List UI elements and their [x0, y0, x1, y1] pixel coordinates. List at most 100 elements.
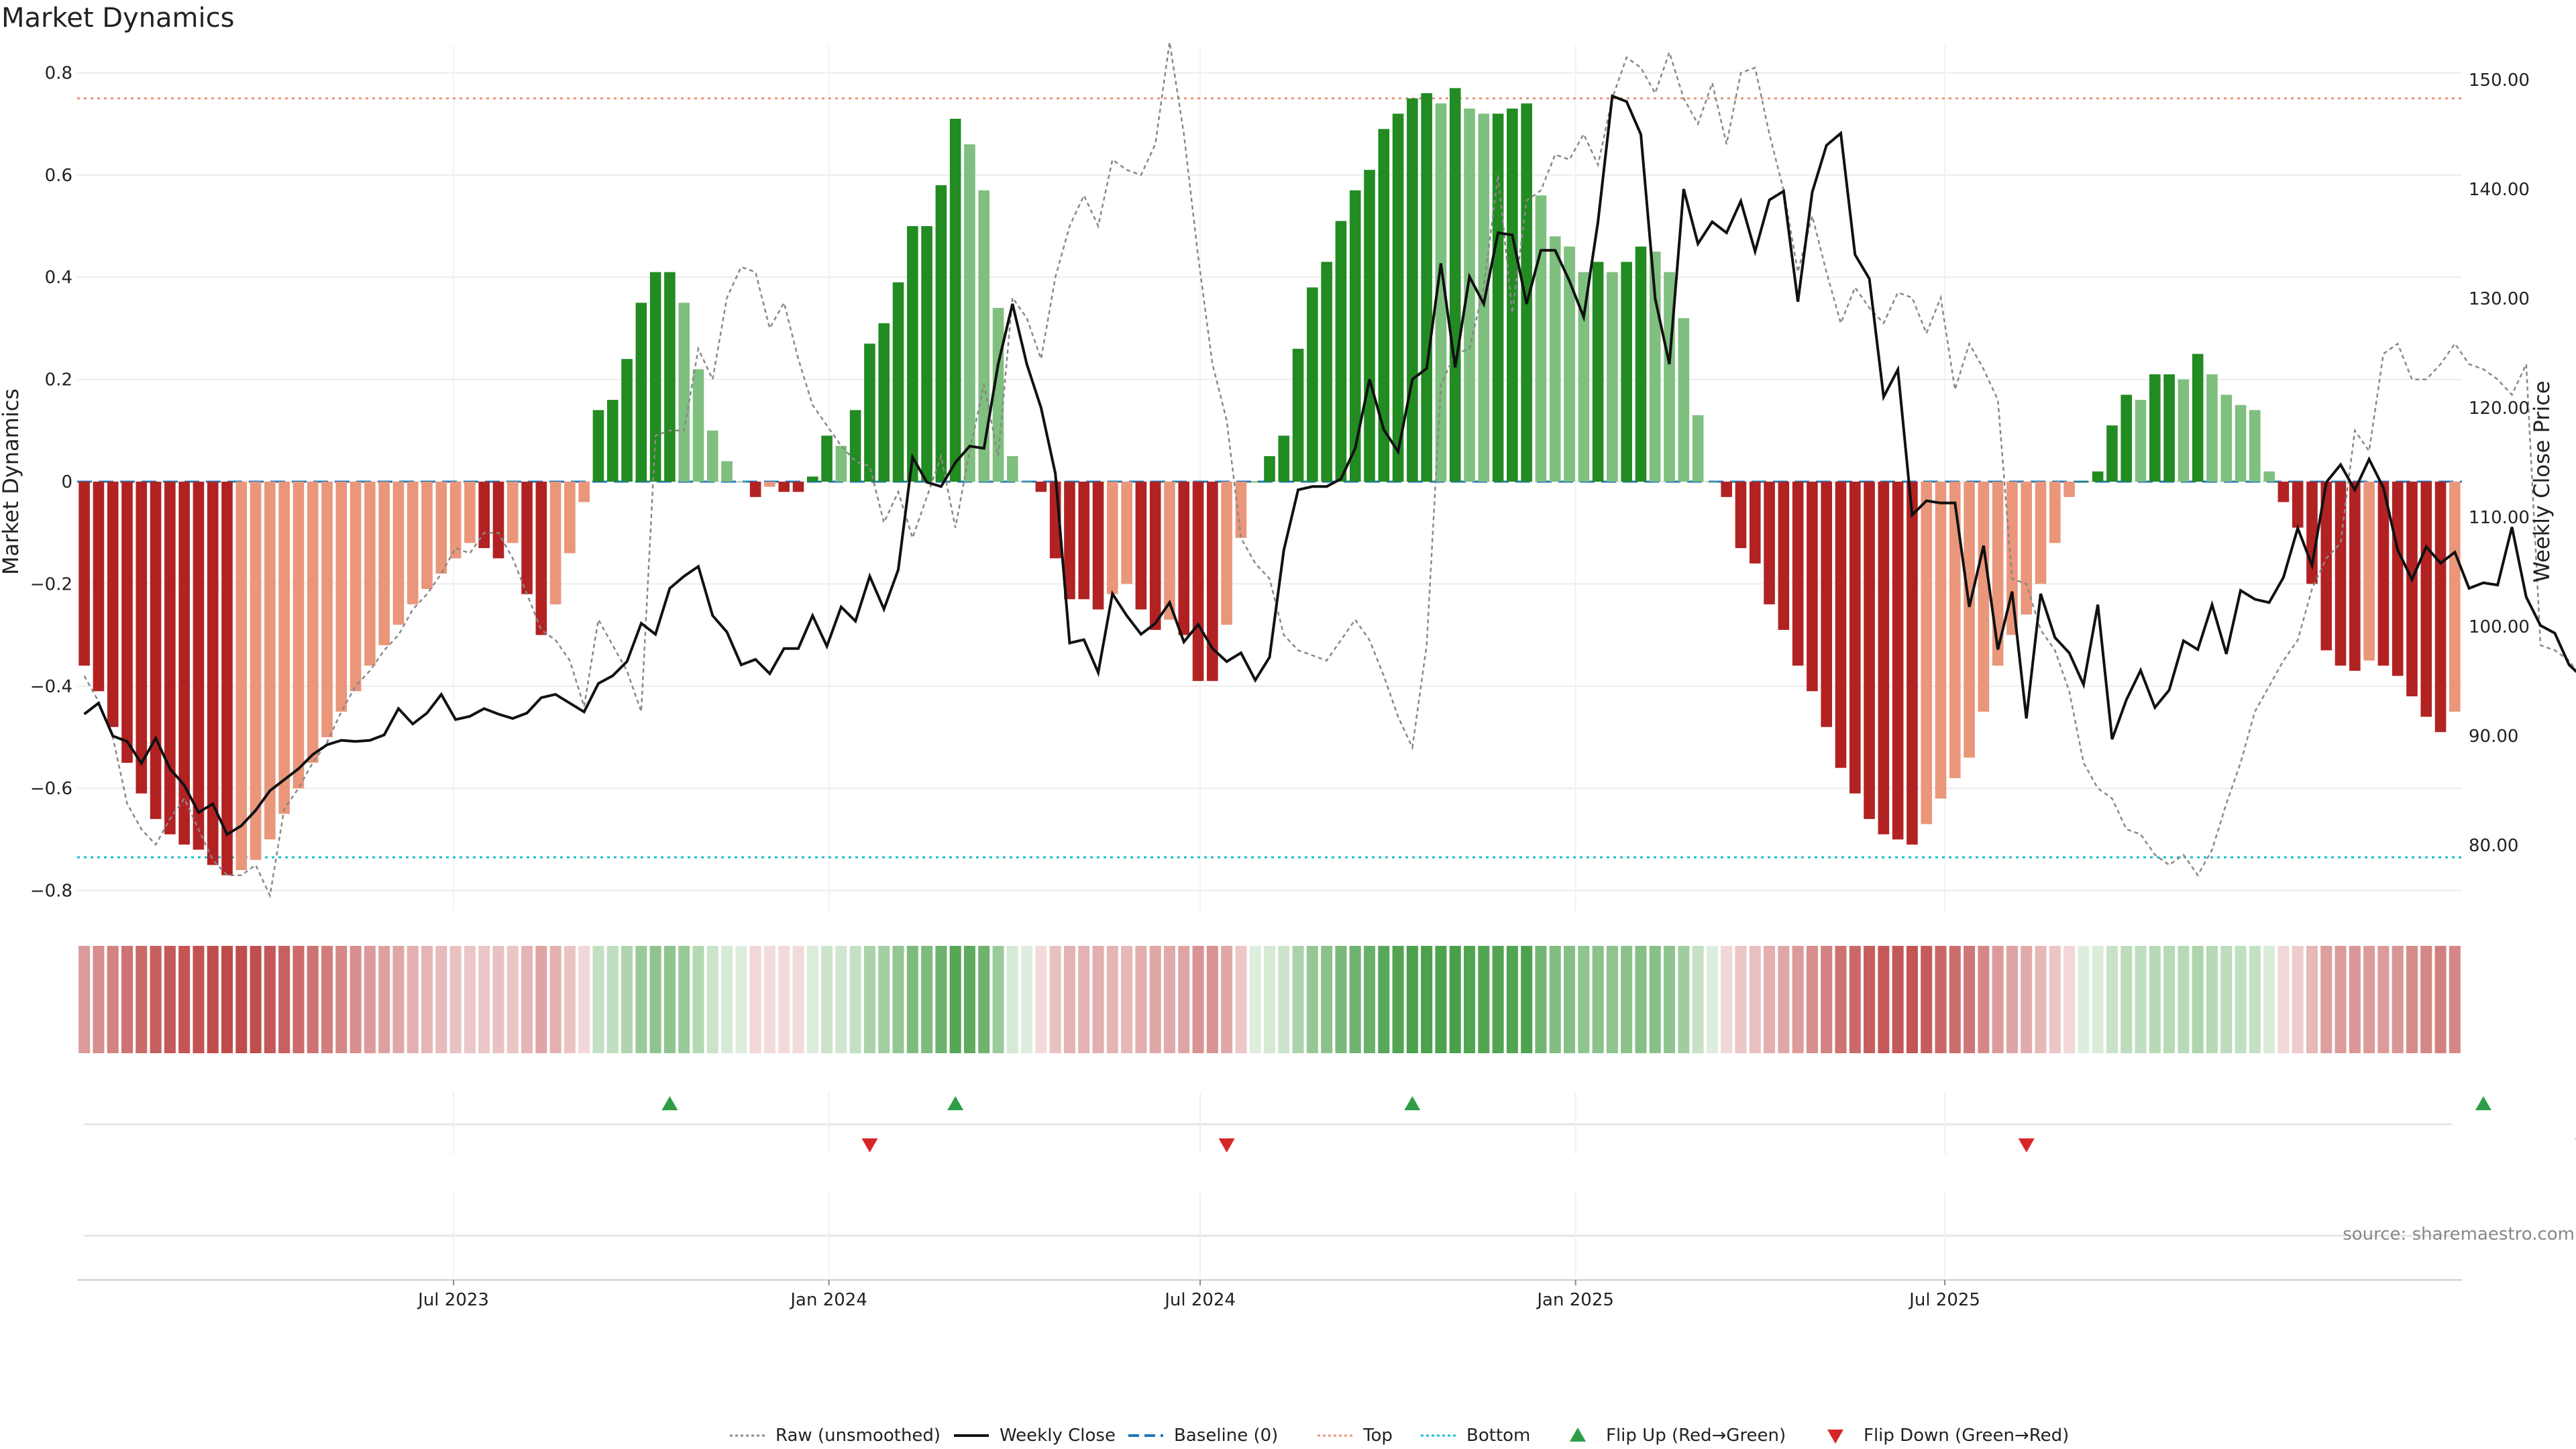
heat-cell-87 — [1321, 946, 1333, 1053]
legend-item-1: Weekly Close — [954, 1426, 1116, 1446]
bar-89 — [1349, 190, 1361, 482]
y-tick-label-right-5: 130.00 — [2469, 289, 2530, 309]
bar-92 — [1392, 113, 1404, 482]
bar-53 — [835, 445, 847, 482]
heat-cell-117 — [1749, 946, 1761, 1053]
heat-cell-67 — [1035, 946, 1047, 1053]
heat-cell-133 — [1978, 946, 1990, 1053]
bar-42 — [678, 303, 690, 482]
y-tick-label-left-4: 0 — [61, 472, 72, 492]
heat-cell-18 — [335, 946, 347, 1053]
heat-cell-113 — [1692, 946, 1704, 1053]
x-tick-label-0: Jul 2023 — [417, 1290, 489, 1310]
bar-22 — [392, 482, 405, 625]
heat-cell-54 — [849, 946, 861, 1053]
heat-cell-162 — [2392, 946, 2404, 1053]
heat-cell-79 — [1206, 946, 1218, 1053]
legend-item-5: Flip Up (Red→Green) — [1570, 1426, 1786, 1446]
bar-105 — [1578, 272, 1590, 482]
heat-cell-53 — [835, 946, 847, 1053]
legend-label-1: Weekly Close — [1000, 1426, 1116, 1446]
right-y-axis: 80.00 90.00 100.00 110.00 120.00 130.00 140.00… — [2469, 70, 2530, 856]
bar-76 — [1164, 482, 1175, 620]
heat-cell-57 — [892, 946, 904, 1053]
bar-34 — [564, 482, 576, 553]
bar-100 — [1507, 108, 1518, 482]
heat-cell-85 — [1292, 946, 1304, 1053]
bar-127 — [1892, 482, 1904, 840]
heat-cell-108 — [1621, 946, 1633, 1053]
flip-up-marker-3 — [2475, 1096, 2491, 1110]
heat-cell-72 — [1106, 946, 1118, 1053]
heat-cell-11 — [235, 946, 248, 1053]
bar-93 — [1407, 98, 1418, 482]
heat-cell-125 — [1864, 946, 1876, 1053]
legend-item-3: Top — [1318, 1426, 1393, 1446]
heat-cell-62 — [963, 946, 975, 1053]
bar-56 — [878, 323, 890, 482]
heat-cell-59 — [921, 946, 933, 1053]
bar-48 — [764, 482, 775, 487]
bar-107 — [1607, 272, 1618, 482]
heat-cell-64 — [992, 946, 1004, 1053]
bar-138 — [2049, 482, 2061, 543]
x-tick-label-1: Jan 2024 — [789, 1290, 867, 1310]
bar-117 — [1749, 482, 1761, 564]
bar-131 — [1949, 482, 1961, 778]
heat-cell-19 — [350, 946, 362, 1053]
bar-35 — [578, 482, 590, 502]
source-note: source: sharemaestro.com — [2343, 1224, 2575, 1244]
heat-cell-136 — [2021, 946, 2033, 1053]
bar-77 — [1178, 482, 1190, 635]
heat-cell-7 — [178, 946, 191, 1053]
y-tick-label-right-4: 120.00 — [2469, 398, 2530, 419]
bar-65 — [1007, 455, 1018, 482]
bar-11 — [235, 482, 248, 871]
bar-74 — [1135, 482, 1147, 610]
bar-31 — [521, 482, 533, 594]
bar-104 — [1564, 246, 1575, 482]
bar-45 — [721, 461, 733, 482]
bar-51 — [807, 476, 818, 482]
heat-cell-164 — [2420, 946, 2432, 1053]
heat-cell-52 — [821, 946, 833, 1053]
bar-79 — [1207, 482, 1218, 682]
bar-85 — [1292, 348, 1304, 482]
bar-23 — [407, 482, 419, 604]
y-axis-label-right: Weekly Close Price — [2529, 380, 2555, 582]
bar-38 — [621, 359, 633, 482]
bar-49 — [778, 482, 790, 492]
bar-7 — [178, 482, 190, 845]
bar-80 — [1221, 482, 1232, 625]
heat-cell-88 — [1335, 946, 1347, 1053]
heat-cell-17 — [321, 946, 333, 1053]
bar-136 — [2021, 482, 2033, 615]
bar-81 — [1235, 482, 1247, 538]
bar-20 — [364, 482, 376, 666]
bar-61 — [949, 119, 961, 482]
bar-60 — [935, 185, 947, 482]
chart-title: Market Dynamics — [1, 3, 234, 34]
bar-39 — [635, 303, 647, 482]
momentum-bars — [78, 88, 2461, 875]
heat-cell-2 — [107, 946, 119, 1053]
heat-cell-105 — [1578, 946, 1590, 1053]
legend-label-4: Bottom — [1466, 1426, 1530, 1446]
heat-cell-45 — [721, 946, 733, 1053]
bar-24 — [421, 482, 433, 589]
heat-cell-84 — [1278, 946, 1290, 1053]
x-tick-label-3: Jan 2025 — [1536, 1290, 1614, 1310]
bar-78 — [1192, 482, 1204, 682]
heat-cell-147 — [2178, 946, 2190, 1053]
heat-cell-135 — [2006, 946, 2018, 1053]
heat-cell-155 — [2292, 946, 2304, 1053]
heat-cell-56 — [878, 946, 890, 1053]
heat-cell-92 — [1392, 946, 1404, 1053]
bar-96 — [1449, 88, 1461, 482]
bar-13 — [264, 482, 276, 840]
heat-cell-76 — [1163, 946, 1176, 1053]
bar-151 — [2235, 405, 2247, 482]
heat-cell-158 — [2334, 946, 2347, 1053]
heat-cell-41 — [663, 946, 676, 1053]
y-tick-label-left-8: 0.8 — [45, 63, 72, 83]
